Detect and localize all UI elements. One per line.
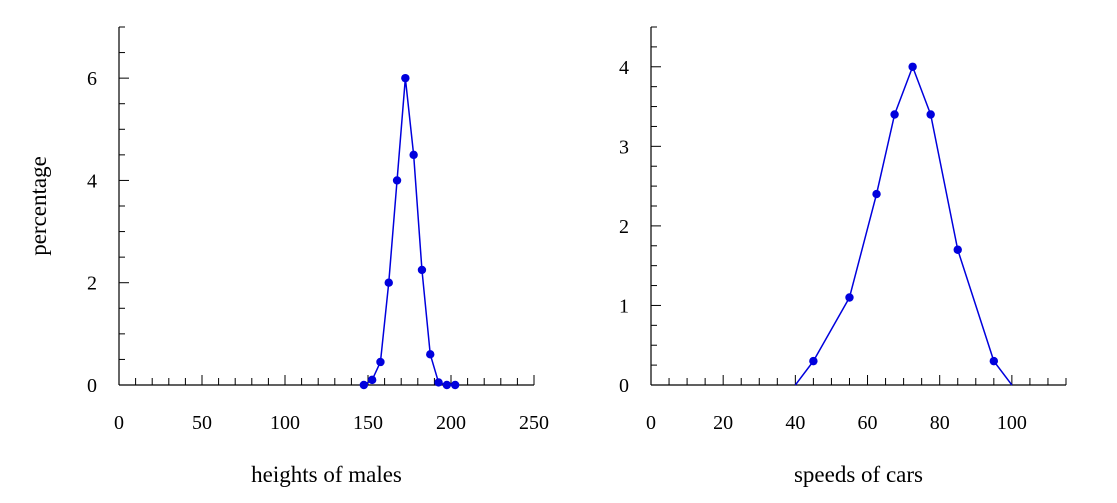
x-tick-label: 50 bbox=[192, 412, 212, 434]
data-point bbox=[401, 73, 410, 83]
data-point bbox=[392, 176, 402, 185]
x-tick-label: 0 bbox=[646, 412, 656, 434]
data-point bbox=[376, 357, 385, 367]
data-point bbox=[926, 110, 935, 119]
y-tick-label: 2 bbox=[87, 273, 97, 295]
y-axis-title: percentage bbox=[26, 156, 51, 256]
y-tick-label: 4 bbox=[619, 57, 629, 79]
data-point bbox=[953, 245, 962, 254]
y-tick-label: 2 bbox=[619, 216, 629, 238]
data-point bbox=[845, 293, 854, 302]
x-tick-label: 200 bbox=[436, 412, 466, 434]
data-series bbox=[359, 73, 460, 390]
x-axis-title: heights of males bbox=[251, 462, 402, 487]
y-tick-label: 6 bbox=[87, 68, 97, 90]
data-point bbox=[908, 62, 917, 71]
y-tick-label: 4 bbox=[87, 170, 97, 192]
data-point bbox=[442, 380, 452, 390]
y-tick-label: 0 bbox=[619, 375, 629, 397]
x-tick-label: 100 bbox=[270, 412, 300, 434]
data-point bbox=[989, 356, 999, 366]
data-point bbox=[434, 378, 443, 387]
x-tick-label: 20 bbox=[713, 412, 733, 434]
series-line bbox=[794, 66, 1013, 386]
x-tick-label: 0 bbox=[114, 412, 124, 434]
axis-ticks: 0 50 100 150 200 250 0 2 4 6 bbox=[87, 26, 549, 434]
x-tick-label: 40 bbox=[785, 412, 805, 434]
data-point bbox=[367, 375, 377, 385]
x-tick-label: 60 bbox=[858, 412, 878, 434]
x-tick-label: 100 bbox=[997, 412, 1027, 434]
data-point bbox=[359, 380, 369, 390]
data-point bbox=[426, 350, 435, 359]
data-point bbox=[417, 265, 427, 275]
y-tick-label: 0 bbox=[87, 375, 97, 397]
data-series bbox=[794, 62, 1013, 386]
speeds-chart: 0 20 40 60 80 100 0 1 2 3 4 speeds of cars bbox=[619, 26, 1067, 487]
data-point bbox=[384, 278, 393, 287]
x-tick-label: 250 bbox=[519, 412, 549, 434]
data-point bbox=[409, 150, 418, 160]
data-point bbox=[809, 356, 818, 366]
data-point bbox=[450, 380, 460, 390]
axis-ticks: 0 20 40 60 80 100 0 1 2 3 4 bbox=[619, 26, 1067, 434]
data-point bbox=[872, 189, 881, 199]
heights-chart: 0 50 100 150 200 250 0 2 4 6 heights of males per… bbox=[26, 26, 549, 487]
x-tick-label: 80 bbox=[930, 412, 950, 434]
y-tick-label: 3 bbox=[619, 136, 629, 158]
series-line bbox=[363, 77, 456, 386]
data-point bbox=[890, 110, 899, 119]
x-axis-title: speeds of cars bbox=[794, 462, 923, 487]
y-tick-label: 1 bbox=[619, 295, 629, 317]
x-tick-label: 150 bbox=[353, 412, 383, 434]
